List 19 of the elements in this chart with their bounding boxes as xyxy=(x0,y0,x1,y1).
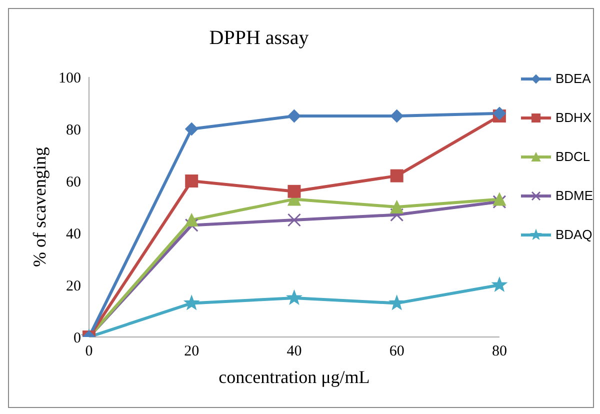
x-tick-label: 60 xyxy=(389,344,404,360)
x-tick-label: 80 xyxy=(492,344,507,360)
y-tick-label: 0 xyxy=(74,330,81,346)
y-tick-label: 100 xyxy=(58,70,81,86)
y-tick-label: 80 xyxy=(66,122,81,138)
legend-label: BDME xyxy=(555,188,593,203)
y-tick-label: 20 xyxy=(66,278,81,294)
x-tick-label: 0 xyxy=(85,344,93,360)
x-axis-title: concentration μg/mL xyxy=(218,367,370,387)
x-tick-label: 20 xyxy=(184,344,200,360)
legend-label: BDCL xyxy=(555,149,590,164)
chart-title: DPPH assay xyxy=(208,27,310,50)
y-axis-title: % of scavenging xyxy=(29,147,50,267)
legend-label: BDHX xyxy=(555,110,592,125)
legend-label: BDAQ xyxy=(555,227,592,242)
y-tick-label: 40 xyxy=(66,226,81,242)
legend-label: BDEA xyxy=(555,71,591,86)
y-tick-label: 60 xyxy=(66,174,81,190)
x-tick-label: 40 xyxy=(286,344,302,360)
